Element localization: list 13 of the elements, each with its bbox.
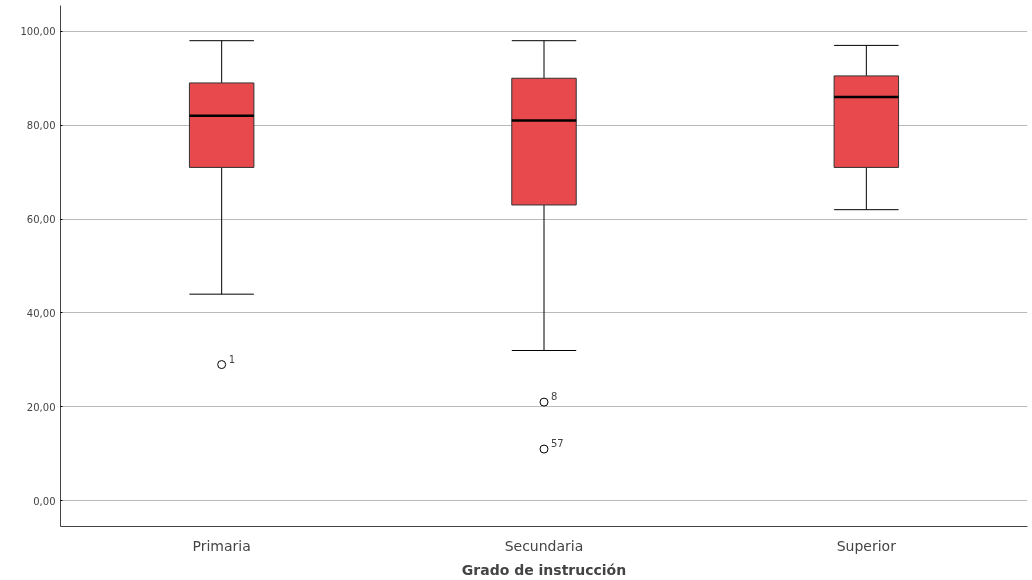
x-axis-title: Grado de instrucción: [461, 561, 627, 578]
y-tick-label: 100,00: [20, 26, 56, 38]
x-tick-label: Superior: [836, 537, 897, 554]
x-tick-label: Secundaria: [504, 537, 584, 554]
annotation: 1: [228, 353, 236, 365]
annotation: 57: [551, 438, 564, 450]
x-tick-label: Primaria: [192, 537, 251, 554]
y-tick-label: 60,00: [26, 214, 56, 226]
y-tick-label: 0,00: [33, 495, 56, 507]
y-tick-label: 80,00: [26, 120, 56, 132]
y-tick-label: 40,00: [26, 307, 56, 319]
annotation: 8: [551, 391, 558, 403]
y-tick-label: 20,00: [26, 401, 56, 413]
